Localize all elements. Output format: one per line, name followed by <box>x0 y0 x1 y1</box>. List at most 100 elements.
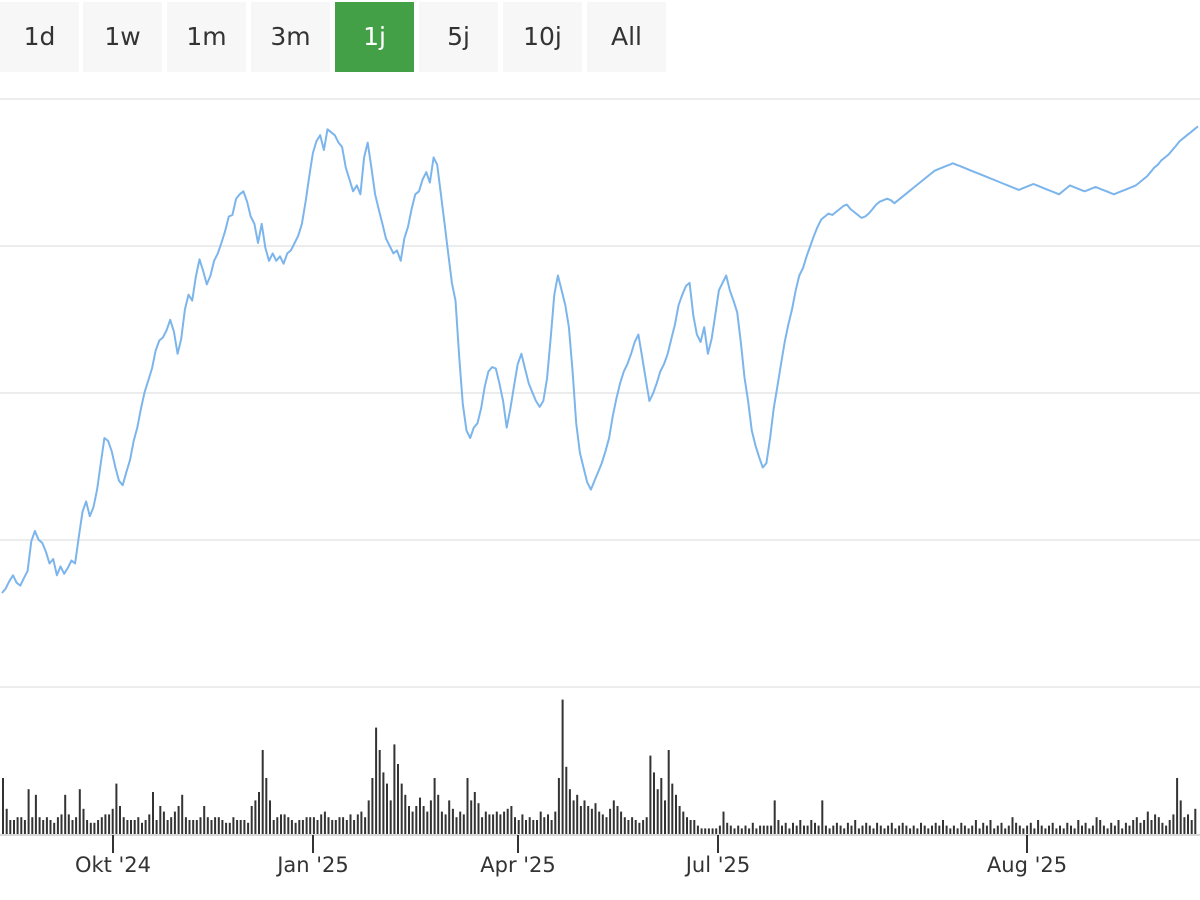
volume-bar <box>367 800 370 834</box>
volume-bar <box>1048 825 1050 834</box>
volume-bar <box>557 778 560 834</box>
volume-bar <box>781 825 783 834</box>
volume-bar <box>814 822 816 834</box>
volume-bar <box>956 828 959 834</box>
volume-bar <box>1176 778 1179 834</box>
volume-bar <box>31 817 34 834</box>
volume-bar <box>850 825 853 834</box>
x-tick-label: Okt '24 <box>75 853 151 877</box>
volume-bar <box>1070 825 1072 834</box>
volume-bar <box>627 820 630 834</box>
volume-bar <box>1026 825 1029 834</box>
range-tab-all[interactable]: All <box>587 2 666 72</box>
volume-bar <box>843 828 846 834</box>
volume-bar <box>1135 817 1138 834</box>
volume-bar <box>1110 822 1113 834</box>
volume-bar <box>1106 828 1109 834</box>
volume-bar <box>616 806 619 834</box>
volume-bar <box>334 820 337 834</box>
volume-bar <box>20 817 23 834</box>
volume-bar <box>71 820 74 834</box>
volume-bar <box>762 825 765 834</box>
volume-bar <box>1128 825 1131 834</box>
volume-bar <box>104 814 107 834</box>
range-tab-1m[interactable]: 1m <box>167 2 246 72</box>
range-tab-3m[interactable]: 3m <box>251 2 330 72</box>
volume-bar <box>2 778 4 834</box>
volume-bar <box>949 828 952 834</box>
volume-bar <box>839 825 842 834</box>
volume-bar <box>773 800 776 834</box>
volume-bar <box>42 820 45 834</box>
volume-bar <box>356 814 359 834</box>
volume-bar <box>536 820 538 834</box>
volume-bar <box>660 778 663 834</box>
volume-bar <box>799 820 802 834</box>
volume-bar <box>1088 828 1091 834</box>
range-tab-1w[interactable]: 1w <box>83 2 162 72</box>
volume-bar <box>97 820 100 834</box>
volume-bar <box>587 806 590 834</box>
volume-bar <box>938 825 941 834</box>
volume-bar <box>1051 822 1054 834</box>
range-tab-10j[interactable]: 10j <box>503 2 582 72</box>
volume-bar <box>766 825 769 834</box>
volume-bar <box>718 825 721 834</box>
range-tab-1d[interactable]: 1d <box>0 2 79 72</box>
volume-bar <box>221 820 224 834</box>
volume-bar <box>287 817 290 834</box>
price-line <box>1 125 1199 594</box>
volume-bar <box>393 744 396 834</box>
volume-bar <box>49 820 52 834</box>
volume-bar <box>364 817 367 834</box>
volume-bar <box>455 817 458 834</box>
volume-bar <box>872 828 875 834</box>
range-tab-1j[interactable]: 1j <box>335 2 414 72</box>
volume-bar <box>642 820 645 834</box>
volume-bar <box>119 806 121 834</box>
volume-bar <box>876 822 879 834</box>
volume-bar <box>598 811 601 834</box>
volume-bar <box>1194 808 1197 834</box>
volume-bar <box>437 794 440 834</box>
volume-bar <box>638 822 641 834</box>
volume-bar <box>488 814 491 834</box>
volume-bar <box>16 817 19 834</box>
volume-bar <box>978 828 981 834</box>
volume-bar <box>338 817 341 834</box>
volume-bar <box>777 820 780 834</box>
volume-bar <box>126 820 129 834</box>
range-tab-5j[interactable]: 5j <box>419 2 498 72</box>
volume-bar <box>309 817 312 834</box>
volume-bar <box>459 811 462 834</box>
volume-bar <box>503 811 506 834</box>
volume-bar <box>184 817 187 834</box>
volume-bar <box>810 820 813 834</box>
volume-bar <box>605 817 608 834</box>
volume-bar <box>1022 828 1025 834</box>
volume-bar <box>122 817 125 834</box>
volume-bar <box>693 820 696 834</box>
volume-bar <box>1081 825 1083 834</box>
volume-bar <box>89 822 92 834</box>
volume-bar <box>38 817 41 834</box>
volume-bar <box>1040 825 1043 834</box>
volume-bar <box>60 814 63 834</box>
volume-bar <box>729 825 732 834</box>
volume-bar <box>426 811 429 834</box>
volume-bar <box>177 806 180 834</box>
volume-bar <box>239 820 242 834</box>
volume-bar <box>890 822 893 834</box>
volume-bar <box>86 820 89 834</box>
volume-bar <box>382 772 385 834</box>
volume-bar <box>320 814 323 834</box>
volume-bar <box>744 825 747 834</box>
volume-bar <box>854 820 857 834</box>
volume-bar <box>653 772 655 834</box>
volume-bar <box>386 783 388 834</box>
volume-bar <box>258 792 260 834</box>
volume-bar <box>290 820 293 834</box>
volume-bar <box>389 800 392 834</box>
volume-bar <box>93 822 96 834</box>
volume-bar <box>985 825 988 834</box>
